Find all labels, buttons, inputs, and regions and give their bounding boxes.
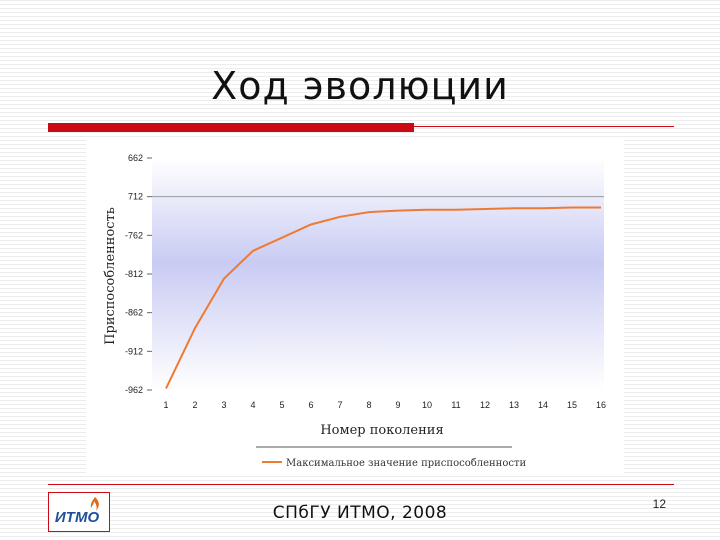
title-underline-thick <box>48 123 414 132</box>
slide-title: Ход эволюции <box>211 64 509 108</box>
y-tick-label: -762 <box>125 230 143 240</box>
legend-label: Максимальное значение приспособленности <box>286 458 526 469</box>
logo-text: ИТМО <box>55 509 100 526</box>
x-tick-label: 15 <box>567 400 577 410</box>
y-tick-label: 712 <box>128 192 143 202</box>
x-axis-label: Номер поколения <box>320 423 443 438</box>
x-tick-label: 11 <box>451 400 460 410</box>
x-tick-label: 14 <box>538 400 548 410</box>
x-tick-label: 7 <box>337 400 342 410</box>
y-axis-ticks: 662 712 -762 -812 -862 -912 -962 <box>125 153 152 395</box>
x-tick-label: 16 <box>596 400 606 410</box>
x-tick-label: 6 <box>308 400 313 410</box>
y-axis-label: Приспособленность <box>103 207 118 345</box>
series-line-max-fitness <box>165 206 601 389</box>
y-tick-label: -912 <box>125 346 143 356</box>
x-tick-label: 12 <box>480 400 490 410</box>
title-underline-thin <box>414 126 674 127</box>
title-underline <box>48 123 674 132</box>
plot-background <box>152 158 604 390</box>
x-tick-label: 1 <box>163 400 168 410</box>
footer-divider <box>48 484 674 485</box>
logo-flame-icon <box>90 497 99 511</box>
x-tick-label: 2 <box>192 400 197 410</box>
x-tick-label: 8 <box>366 400 371 410</box>
page-number: 12 <box>652 497 666 511</box>
x-axis-ticks: 1 2 3 4 5 6 7 8 9 10 11 12 13 14 15 16 <box>163 400 606 410</box>
footer-text: СПбГУ ИТМО, 2008 <box>272 503 448 523</box>
y-tick-label: 662 <box>128 153 143 163</box>
itmo-logo: ИТМО <box>48 492 110 532</box>
chart-area: 662 712 -762 -812 -862 -912 -962 1 2 3 4 5 6 7 8 9 10 11… <box>86 140 624 474</box>
x-tick-label: 3 <box>221 400 226 410</box>
x-tick-label: 13 <box>509 400 519 410</box>
y-tick-label: -812 <box>125 269 143 279</box>
x-tick-label: 10 <box>422 400 432 410</box>
y-tick-label: -862 <box>125 308 143 318</box>
x-tick-label: 4 <box>250 400 255 410</box>
x-tick-label: 5 <box>279 400 284 410</box>
y-tick-label: -962 <box>125 385 143 395</box>
x-tick-label: 9 <box>395 400 400 410</box>
